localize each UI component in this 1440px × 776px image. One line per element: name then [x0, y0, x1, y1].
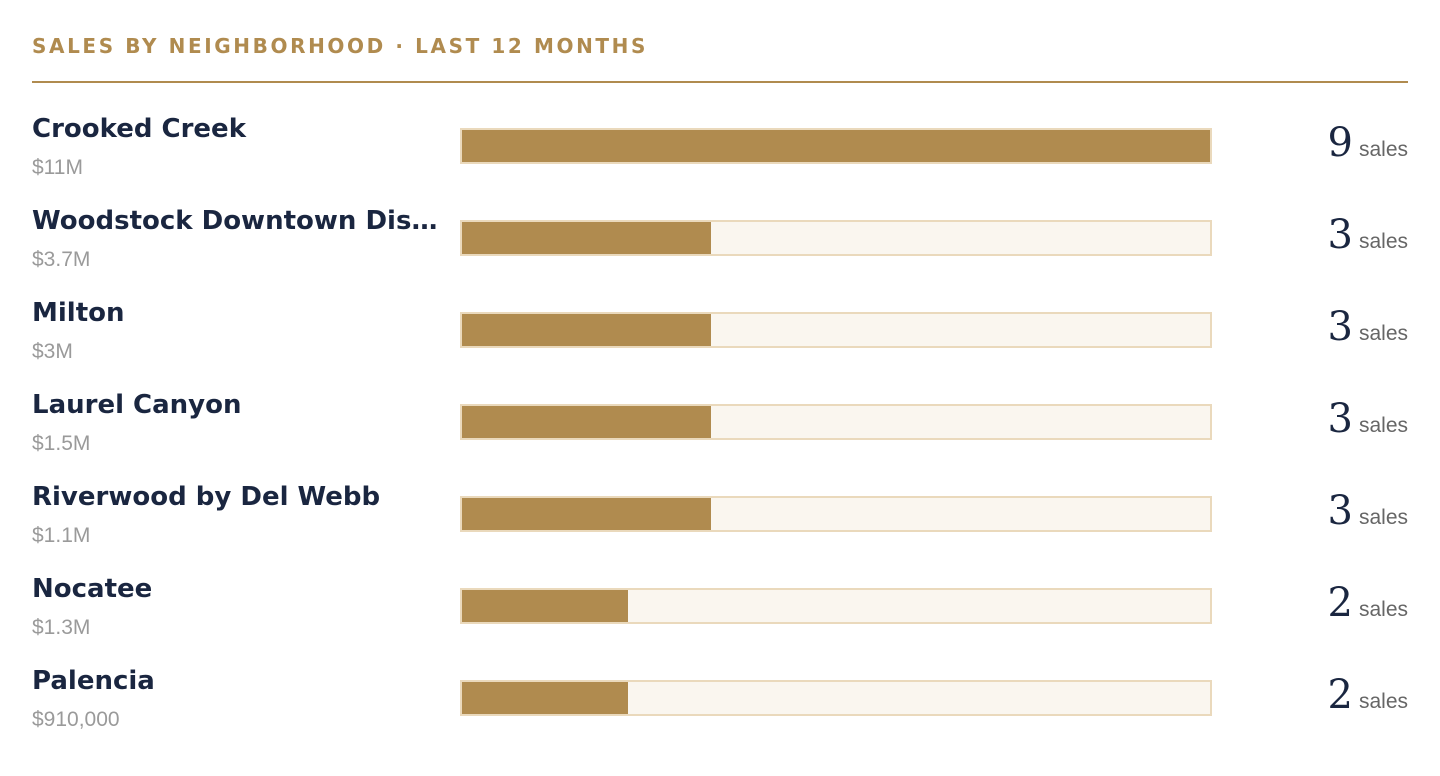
sales-count-unit: sales [1358, 230, 1408, 253]
neighborhood-row: Woodstock Downtown Dist... $3.7M 3 sales [32, 200, 1408, 292]
chart-title: SALES BY NEIGHBORHOOD · LAST 12 MONTHS [32, 34, 649, 58]
bar-fill [462, 314, 712, 346]
neighborhood-row: Palencia $910,000 2 sales [32, 660, 1408, 752]
bar-track [460, 312, 1212, 348]
bar-track [460, 220, 1212, 256]
sales-count: 9 sales [1328, 120, 1408, 166]
sales-volume: $1.1M [32, 524, 91, 547]
sales-volume: $1.3M [32, 616, 91, 639]
neighborhood-list: Crooked Creek $11M 9 sales Woodstock Down… [32, 108, 1408, 752]
neighborhood-row: Nocatee $1.3M 2 sales [32, 568, 1408, 660]
sales-count-unit: sales [1358, 506, 1408, 529]
sales-count-value: 3 [1327, 488, 1353, 534]
sales-volume: $910,000 [32, 708, 120, 731]
neighborhood-name: Milton [32, 298, 125, 328]
bar-track [460, 680, 1212, 716]
bar-fill [462, 130, 1210, 162]
bar-track [460, 496, 1212, 532]
bar-fill [462, 406, 712, 438]
bar-fill [462, 498, 712, 530]
neighborhood-row: Crooked Creek $11M 9 sales [32, 108, 1408, 200]
neighborhood-row: Milton $3M 3 sales [32, 292, 1408, 384]
bar-track [460, 588, 1212, 624]
bar-fill [462, 222, 712, 254]
sales-count-value: 9 [1327, 120, 1353, 166]
sales-count-unit: sales [1358, 598, 1408, 621]
bar-fill [462, 590, 629, 622]
sales-count-unit: sales [1358, 690, 1408, 713]
neighborhood-name: Crooked Creek [32, 114, 246, 144]
bar-track [460, 128, 1212, 164]
title-divider [32, 81, 1408, 83]
sales-count-unit: sales [1358, 138, 1408, 161]
neighborhood-name: Laurel Canyon [32, 390, 242, 420]
neighborhood-name: Riverwood by Del Webb [32, 482, 381, 512]
sales-count: 3 sales [1328, 212, 1408, 258]
sales-count: 3 sales [1328, 396, 1408, 442]
sales-volume: $11M [32, 156, 83, 179]
neighborhood-row: Laurel Canyon $1.5M 3 sales [32, 384, 1408, 476]
bar-fill [462, 682, 629, 714]
sales-count-unit: sales [1358, 322, 1408, 345]
sales-count: 3 sales [1328, 488, 1408, 534]
sales-count-value: 3 [1327, 396, 1353, 442]
neighborhood-name: Woodstock Downtown Dist... [32, 206, 442, 236]
sales-count-value: 2 [1327, 580, 1353, 626]
neighborhood-name: Nocatee [32, 574, 153, 604]
neighborhood-row: Riverwood by Del Webb $1.1M 3 sales [32, 476, 1408, 568]
sales-volume: $3.7M [32, 248, 91, 271]
sales-count-value: 2 [1327, 672, 1353, 718]
sales-count-value: 3 [1327, 212, 1353, 258]
sales-volume: $3M [32, 340, 73, 363]
sales-count-value: 3 [1327, 304, 1353, 350]
sales-volume: $1.5M [32, 432, 91, 455]
sales-count: 2 sales [1328, 672, 1408, 718]
neighborhood-name: Palencia [32, 666, 155, 696]
sales-count-unit: sales [1358, 414, 1408, 437]
bar-track [460, 404, 1212, 440]
sales-count: 2 sales [1328, 580, 1408, 626]
sales-count: 3 sales [1328, 304, 1408, 350]
